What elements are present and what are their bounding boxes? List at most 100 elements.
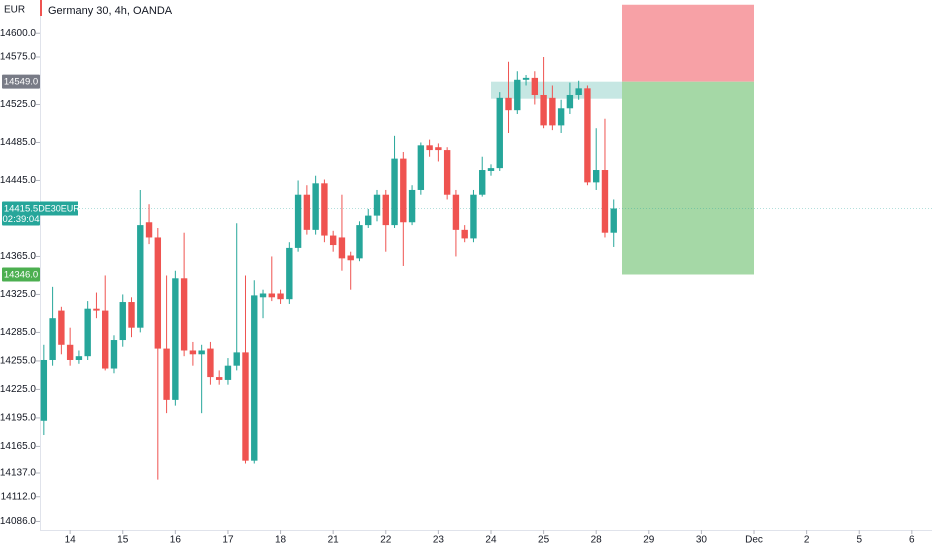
candle-body (408, 189, 416, 223)
y-tick-label: 14445.0 (0, 175, 36, 186)
x-tick-label: 24 (485, 535, 497, 546)
candle-body (365, 215, 372, 226)
x-tick-label: Dec (745, 535, 763, 546)
chart-title: Germany 30, 4h, OANDA (48, 5, 173, 17)
candle-body (215, 377, 223, 380)
x-tick-label: 17 (222, 535, 234, 546)
candle-body (435, 147, 442, 151)
y-tick-label: 14365.0 (0, 251, 36, 262)
candle-body (531, 77, 539, 95)
y-tick-label: 14325.0 (0, 289, 36, 300)
candle-body (592, 170, 600, 183)
y-tick-label: 14285.0 (0, 327, 36, 338)
candle-body (224, 365, 232, 380)
candle-body (233, 352, 240, 366)
candle-body (102, 310, 109, 369)
x-tick-label: 22 (380, 535, 392, 546)
candle-body (575, 88, 582, 95)
candle-body (154, 237, 162, 349)
candle-body (145, 222, 153, 238)
candle-body (487, 168, 495, 171)
countdown: 02:39:04 (3, 214, 40, 225)
y-tick-label: 14485.0 (0, 137, 36, 148)
candle-body (461, 229, 468, 239)
currency-label: EUR (4, 5, 25, 16)
x-tick-label: 14 (65, 535, 77, 546)
plot-area (40, 4, 932, 480)
candle-body (496, 97, 503, 169)
x-tick-label: 30 (696, 535, 708, 546)
x-tick-label: 5 (856, 535, 862, 546)
target-zone (622, 81, 754, 275)
candle-body (84, 308, 91, 357)
entry-band (491, 81, 622, 99)
candle-body (259, 293, 267, 298)
target-badge-label: 14346.0 (4, 270, 38, 281)
stop-zone (622, 4, 754, 82)
y-tick-label: 14575.0 (0, 52, 36, 63)
candle-body (426, 145, 433, 151)
last-price-badge (2, 201, 40, 226)
candle-body (452, 194, 460, 230)
candle-body (479, 170, 486, 195)
candle-body (610, 208, 617, 233)
entry-badge-label: 14549.0 (4, 77, 38, 88)
candle-body (242, 352, 249, 461)
y-tick-label: 14525.0 (0, 99, 36, 110)
candle-body (347, 255, 354, 261)
candle-body (321, 183, 328, 236)
candle-body (251, 295, 258, 461)
candle-body (294, 194, 302, 248)
candle-body (207, 348, 214, 378)
candle-body (40, 359, 48, 421)
x-tick-label: 6 (909, 535, 915, 546)
x-tick-label: 23 (433, 535, 445, 546)
candle-body (522, 77, 530, 80)
candle-body (391, 158, 398, 226)
candle-body (557, 108, 565, 126)
y-tick-label: 14255.0 (0, 356, 36, 367)
x-tick-label: 18 (275, 535, 287, 546)
candle-body (58, 310, 65, 345)
target-badge (2, 267, 40, 282)
candle-body (382, 194, 389, 226)
candle-body (189, 350, 197, 355)
candle-body (514, 79, 521, 111)
y-tick-label: 14600.0 (0, 28, 36, 39)
x-tick-label: 28 (591, 535, 603, 546)
y-tick-label: 14195.0 (0, 413, 36, 424)
candle-body (303, 194, 311, 230)
candle-body (93, 308, 100, 311)
entry-badge (2, 74, 40, 89)
candle-body (601, 170, 609, 233)
y-tick-label: 14112.0 (1, 491, 37, 502)
candle-body (566, 94, 574, 109)
candle-body (540, 94, 547, 126)
x-tick-label: 16 (170, 535, 182, 546)
candle-body (75, 356, 83, 360)
candle-body (443, 150, 451, 195)
candle-body (417, 145, 425, 190)
candle-body (137, 225, 144, 328)
candle-body (119, 302, 126, 341)
candle-body (49, 318, 56, 360)
x-tick-label: 25 (538, 535, 550, 546)
candle-body (400, 158, 407, 223)
candle-body (66, 344, 74, 360)
x-tick-label: 2 (804, 535, 810, 546)
symbol-badge (40, 201, 78, 216)
candle-body (128, 302, 135, 328)
candle-body (312, 183, 319, 230)
candle-body (277, 293, 284, 300)
symbol-label: DE30EUR (38, 203, 80, 213)
y-tick-label: 14225.0 (0, 384, 36, 395)
x-tick-label: 29 (643, 535, 655, 546)
candle-body (373, 194, 381, 216)
candle-body (470, 194, 477, 239)
candle-body (198, 350, 205, 355)
candle-body (338, 237, 346, 259)
last-price-label: 14415.5 (4, 204, 38, 215)
y-tick-label: 14165.0 (0, 441, 36, 452)
candle-body (549, 97, 556, 126)
